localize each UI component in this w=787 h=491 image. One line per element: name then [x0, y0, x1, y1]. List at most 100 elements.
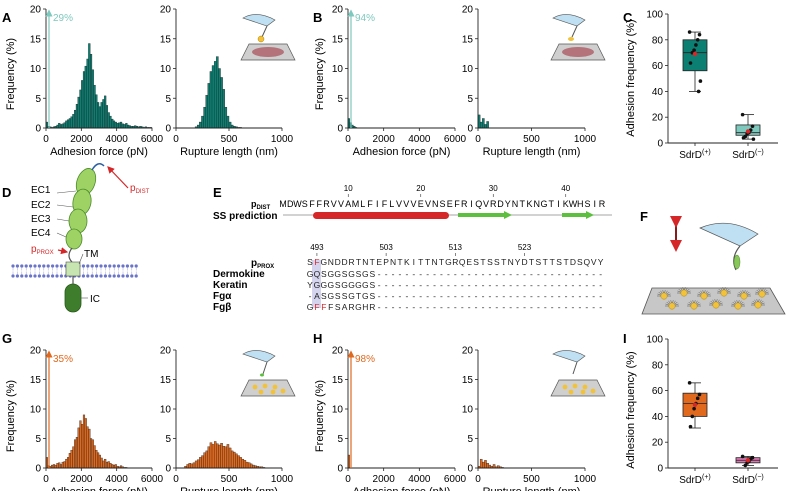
residue: I — [470, 199, 473, 209]
residue: - — [392, 291, 395, 301]
residue: - — [495, 269, 498, 279]
residue: - — [399, 291, 402, 301]
ylabel-i: Adhesion frequency (%) — [625, 351, 637, 468]
residue: - — [523, 302, 526, 312]
histogram-bar — [194, 460, 198, 469]
data-point — [750, 124, 755, 129]
residue: - — [488, 280, 491, 290]
x-axis-label: Adhesion force (pN) — [353, 146, 451, 158]
histogram-bar — [224, 446, 228, 469]
residue: F — [454, 199, 460, 209]
histogram-bar — [63, 122, 66, 129]
histogram-bar — [74, 439, 77, 469]
residue: - — [578, 280, 581, 290]
histogram-bar — [482, 118, 485, 129]
afm-illustration-g — [240, 350, 296, 397]
data-point — [694, 43, 698, 47]
residue: - — [537, 291, 540, 301]
residue: E — [376, 257, 382, 267]
residue: - — [585, 280, 588, 290]
histogram-bar — [209, 71, 213, 129]
x-tick-label: 1000 — [574, 474, 597, 485]
x-tick-label: 500 — [221, 134, 238, 145]
histogram-bar — [79, 420, 82, 469]
residue: - — [426, 291, 429, 301]
residue: A — [314, 291, 320, 301]
residue: - — [502, 291, 505, 301]
strand-arrow-2 — [562, 211, 594, 219]
y-tick-label: 15 — [332, 375, 344, 386]
x-axis-label: Rupture length (nm) — [483, 486, 581, 491]
histogram-bar — [118, 122, 121, 129]
histogram-bar — [93, 84, 96, 129]
y-tick-label: 5 — [165, 94, 171, 105]
residue: - — [440, 280, 443, 290]
alignment-row-name: Fgβ — [213, 302, 231, 313]
residue: Q — [314, 269, 321, 279]
y-tick-label: 0 — [657, 139, 663, 150]
histogram-bar — [93, 445, 96, 469]
residue: S — [369, 280, 375, 290]
residue: - — [419, 280, 422, 290]
x-tick-label: 6000 — [141, 134, 164, 145]
histogram-bar — [226, 444, 230, 469]
y-tick-label: 100 — [646, 10, 663, 21]
histogram-bar — [213, 441, 217, 469]
residue: G — [327, 280, 334, 290]
x-tick-label: 6000 — [444, 134, 467, 145]
histogram-bar — [91, 439, 94, 469]
residue: T — [501, 257, 506, 267]
residue: S — [584, 199, 590, 209]
x-tick-label: 2000 — [373, 474, 396, 485]
panel-letter-f: F — [640, 209, 648, 224]
ylabel-c: Adhesion frequency (%) — [625, 19, 637, 136]
histogram-bar — [97, 452, 100, 469]
residue: Y — [307, 280, 313, 290]
histogram-bar — [61, 123, 64, 129]
y-tick-label: 0 — [165, 464, 171, 475]
residue: - — [482, 291, 485, 301]
mean-point — [745, 129, 751, 134]
y-tick-label: 15 — [462, 34, 474, 45]
residue: - — [592, 269, 595, 279]
group-label: SdrD(−) — [732, 149, 764, 161]
residue: S — [473, 257, 479, 267]
data-point — [751, 137, 756, 141]
ss-prediction-label: SS prediction — [213, 211, 277, 222]
residue-number: 523 — [518, 243, 532, 252]
nonadhesive-percent: 98% — [355, 354, 375, 365]
x-axis-label: Rupture length (nm) — [180, 486, 278, 491]
x-tick-label: 0 — [43, 474, 49, 485]
residue: - — [516, 291, 519, 301]
residue: - — [468, 302, 471, 312]
x-axis-label: Adhesion force (pN) — [353, 486, 451, 491]
residue: - — [392, 280, 395, 290]
residue: S — [321, 291, 327, 301]
residue: - — [578, 291, 581, 301]
residue: - — [461, 302, 464, 312]
x-tick-label: 500 — [523, 474, 540, 485]
residue-number: 10 — [344, 184, 353, 193]
x-tick-label: 500 — [221, 474, 238, 485]
residue-number: 503 — [379, 243, 393, 252]
data-point — [692, 406, 696, 411]
residue: E — [466, 257, 472, 267]
residue: - — [565, 280, 568, 290]
residue: - — [495, 280, 498, 290]
histogram-bar — [91, 69, 94, 129]
residue: G — [348, 280, 355, 290]
data-point — [741, 136, 746, 140]
alignment-row-name: Dermokine — [213, 269, 265, 280]
data-point — [698, 79, 703, 83]
panel-letter-c: C — [623, 10, 633, 25]
residue: - — [433, 302, 436, 312]
residue: V — [331, 199, 337, 209]
histogram-bar — [484, 124, 487, 129]
residue: V — [396, 199, 402, 209]
residue: R — [348, 302, 354, 312]
histogram-bar — [84, 418, 87, 469]
residue: T — [370, 257, 375, 267]
x-axis-label: Adhesion force (pN) — [50, 146, 148, 158]
